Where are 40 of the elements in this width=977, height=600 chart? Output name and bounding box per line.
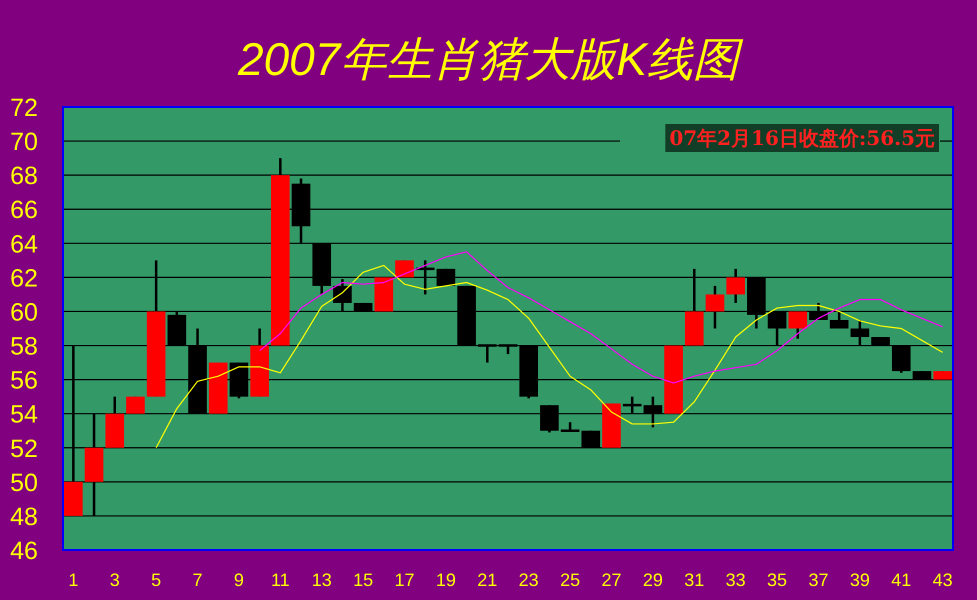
- x-tick-label: 29: [642, 570, 663, 590]
- chart-title: 2007年生肖猪大版K线图: [236, 33, 744, 85]
- x-tick-label: 21: [477, 570, 498, 590]
- y-tick-label: 50: [10, 468, 38, 497]
- y-tick-label: 60: [10, 298, 38, 326]
- x-tick-label: 13: [312, 570, 332, 590]
- x-tick-label: 17: [394, 570, 415, 590]
- x-tick-label: 35: [767, 570, 788, 590]
- x-tick-label: 23: [518, 570, 539, 590]
- y-tick-label: 48: [10, 502, 38, 531]
- x-tick-label: 27: [601, 570, 622, 590]
- line-series: [259, 251, 944, 384]
- x-tick-label: 31: [684, 570, 704, 590]
- x-tick-label: 5: [151, 570, 162, 590]
- x-tick-label: 3: [110, 570, 120, 590]
- x-tick-label: 33: [726, 570, 746, 590]
- x-tick-label: 39: [850, 570, 870, 590]
- y-tick-label: 54: [10, 400, 38, 429]
- y-tick-label: 46: [10, 537, 38, 565]
- x-tick-label: 43: [932, 570, 953, 590]
- x-tick-label: 37: [808, 570, 828, 590]
- y-tick-label: 70: [10, 128, 38, 156]
- x-tick-label: 15: [353, 570, 374, 590]
- y-tick-label: 62: [10, 264, 38, 292]
- annotation: 07年2月16日收盘价:56.5元: [669, 126, 935, 150]
- line-series: [156, 264, 944, 448]
- x-tick-label: 11: [270, 570, 290, 590]
- y-tick-label: 52: [10, 434, 38, 463]
- y-tick-label: 66: [10, 196, 38, 224]
- x-tick-label: 41: [891, 570, 912, 590]
- x-tick-label: 19: [436, 570, 456, 590]
- x-tick-label: 25: [560, 570, 580, 590]
- x-tick-label: 9: [234, 570, 244, 590]
- x-tick-label: 1: [68, 570, 78, 590]
- y-tick-label: 68: [10, 162, 38, 190]
- x-tick-label: 7: [192, 570, 203, 590]
- y-tick-label: 56: [10, 366, 38, 395]
- y-tick-label: 72: [10, 94, 38, 122]
- y-tick-label: 58: [10, 332, 38, 361]
- y-tick-label: 64: [10, 230, 38, 258]
